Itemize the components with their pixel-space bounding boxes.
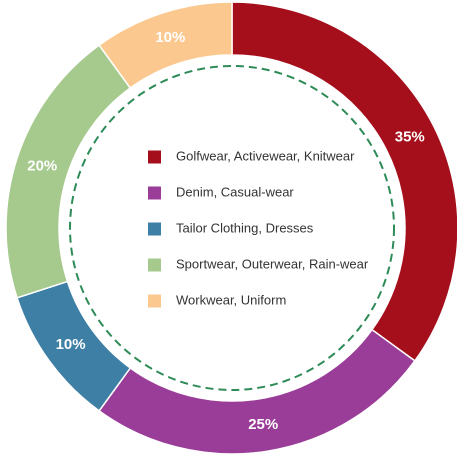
legend-swatch-5 — [148, 294, 161, 308]
slice-labels: 35% 25% 10% 20% 10% — [27, 29, 425, 433]
donut-slice-2 — [98, 328, 416, 455]
donut-slices — [5, 1, 457, 455]
legend-label-1: Golfwear, Activewear, Knitwear — [176, 148, 355, 163]
legend-label-3: Tailor Clothing, Dresses — [176, 220, 314, 235]
slice-value-label-5: 10% — [155, 29, 185, 46]
slice-value-label-3: 10% — [56, 336, 86, 353]
donut-slice-1 — [231, 1, 457, 362]
legend-label-4: Sportwear, Outerwear, Rain-wear — [176, 256, 369, 271]
slice-value-label-1: 35% — [395, 128, 425, 145]
legend-label-2: Denim, Casual-wear — [176, 184, 294, 199]
legend: Golfwear, Activewear, Knitwear Denim, Cas… — [148, 148, 369, 308]
donut-slice-4 — [5, 44, 132, 299]
legend-label-5: Workwear, Uniform — [176, 292, 286, 307]
legend-swatch-2 — [148, 186, 161, 200]
legend-swatch-1 — [148, 150, 161, 164]
slice-value-label-2: 25% — [248, 416, 278, 433]
slice-value-label-4: 20% — [27, 157, 57, 174]
legend-swatch-3 — [148, 222, 161, 236]
inner-dashed-ring — [69, 65, 395, 391]
legend-swatch-4 — [148, 258, 161, 272]
donut-slice-5 — [98, 1, 233, 90]
